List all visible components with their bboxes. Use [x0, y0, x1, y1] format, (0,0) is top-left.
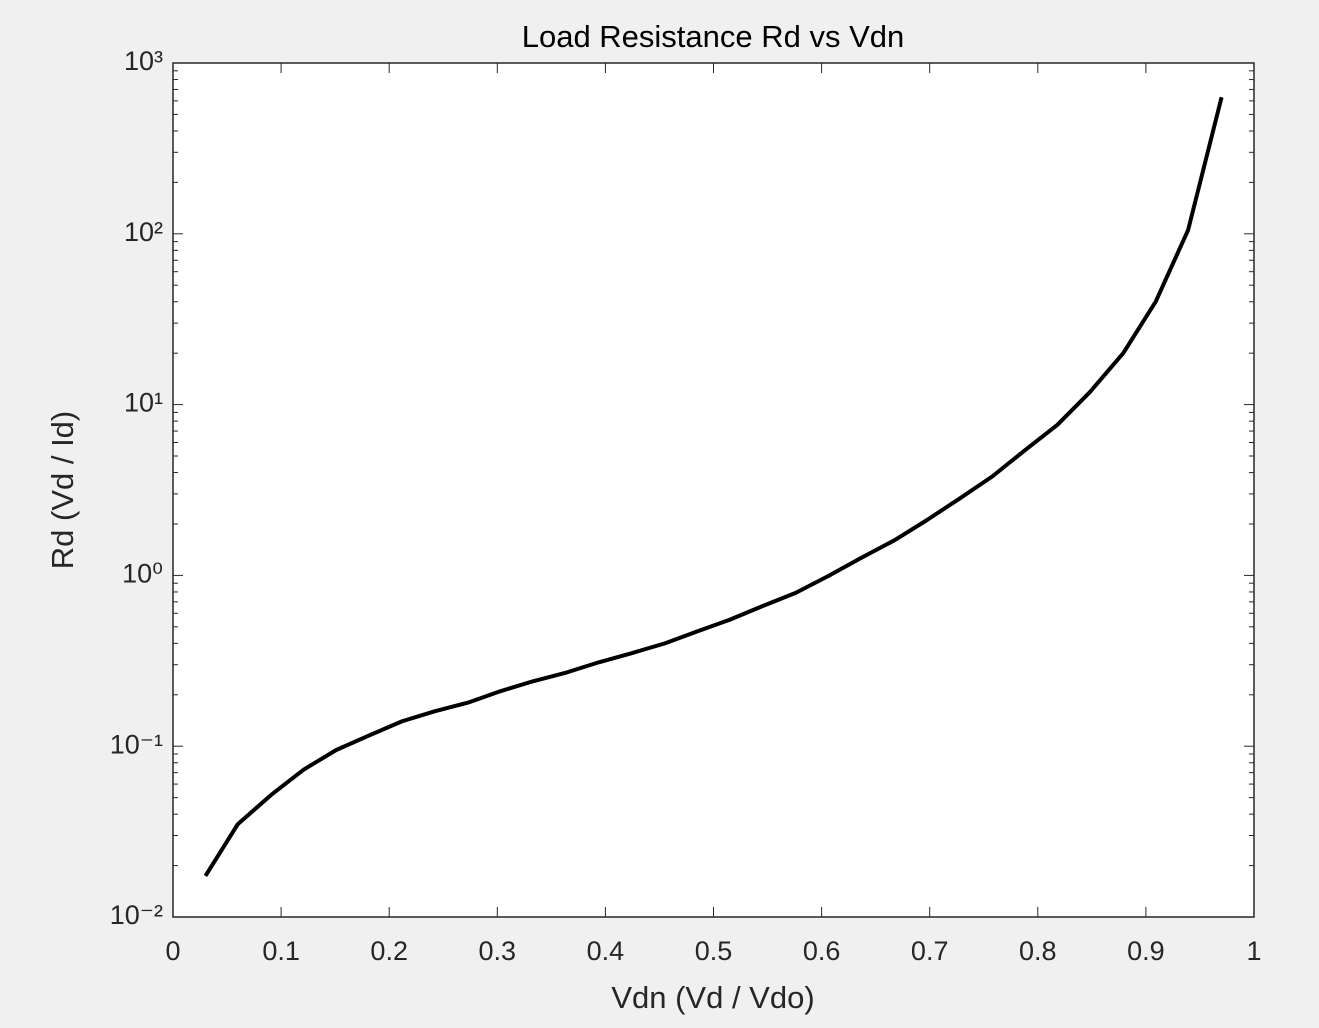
x-axis-label: Vdn (Vd / Vdo)	[611, 980, 814, 1015]
y-tick-label: 10⁻¹	[110, 729, 163, 759]
x-tick-label: 0	[165, 936, 180, 966]
x-tick-label: 0.2	[370, 936, 408, 966]
x-tick-label: 0.5	[695, 936, 733, 966]
y-tick-label: 10⁰	[122, 559, 163, 589]
x-tick-label: 0.7	[911, 936, 949, 966]
x-tick-label: 0.4	[587, 936, 625, 966]
x-tick-label: 0.8	[1019, 936, 1057, 966]
x-tick-label: 1	[1246, 936, 1261, 966]
x-tick-label: 0.6	[803, 936, 841, 966]
y-tick-label: 10²	[124, 217, 163, 247]
y-tick-label: 10³	[124, 46, 163, 76]
data-line	[203, 96, 1224, 877]
plot-area	[173, 63, 1254, 917]
y-tick-label: 10¹	[124, 388, 163, 418]
x-tick-label: 0.1	[262, 936, 300, 966]
x-tick-label: 0.9	[1127, 936, 1165, 966]
y-tick-label: 10⁻²	[110, 900, 163, 930]
chart-title: Load Resistance Rd vs Vdn	[522, 19, 905, 54]
x-tick-label: 0.3	[479, 936, 517, 966]
y-axis-label: Rd (Vd / Id)	[45, 411, 80, 570]
axes-box	[172, 62, 1255, 918]
